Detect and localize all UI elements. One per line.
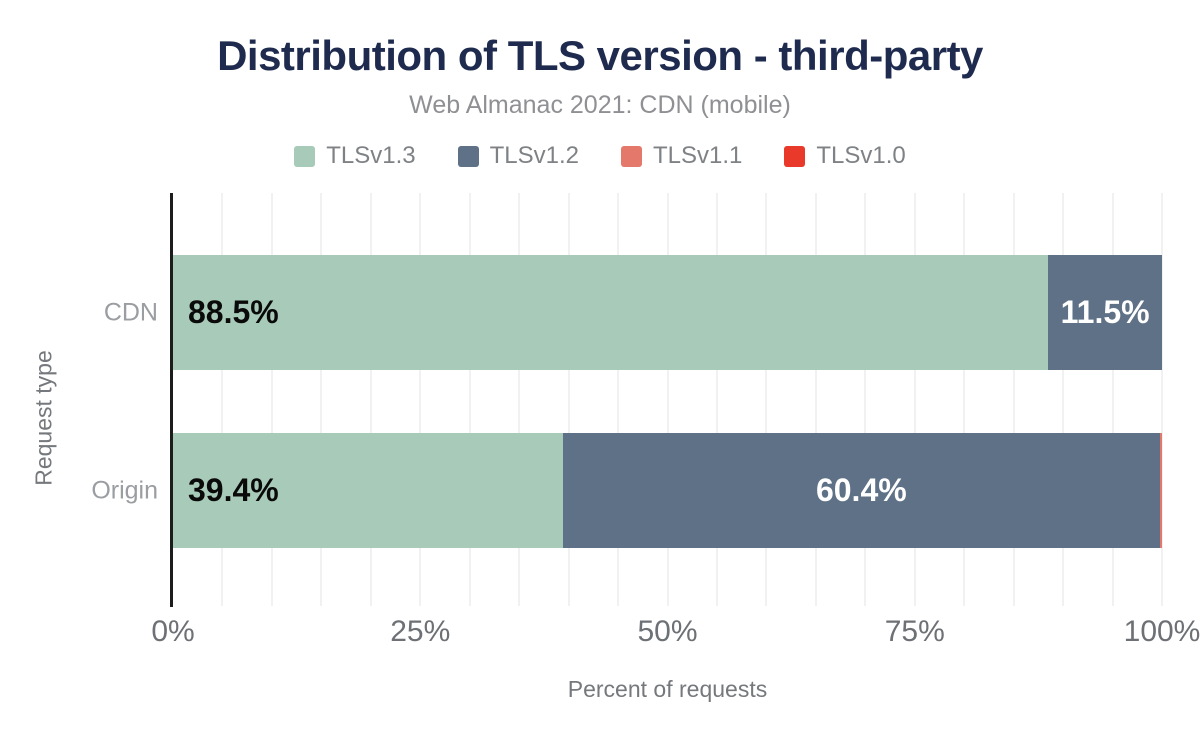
x-tick-label-75: 75% [884,615,945,648]
legend-label: TLSv1.0 [816,142,906,169]
chart-subtitle: Web Almanac 2021: CDN (mobile) [409,91,791,119]
value-label: 60.4% [815,472,907,508]
legend-label: TLSv1.2 [489,142,579,169]
gridline-95 [1111,193,1114,606]
bar-segment-cdn-tlsv1.2[interactable]: 11.5% [1048,255,1162,370]
gridline-25 [419,193,422,606]
gridline-10 [270,193,273,606]
bar-row-cdn: 88.5% 11.5% [173,255,1162,370]
plot-area: 88.5% 11.5% 39.4% 60.4% [173,193,1163,606]
gridline-60 [765,193,768,606]
legend: TLSv1.3 TLSv1.2 TLSv1.1 TLSv1.0 [0,142,1200,170]
gridline-30 [468,193,471,606]
bar-segment-origin-tlsv1.2[interactable]: 60.4% [562,433,1160,548]
gridline-75 [913,193,916,606]
gridline-5 [221,193,224,606]
value-label: 39.4% [188,472,279,508]
y-axis-title: Request type [30,350,57,486]
bar-segment-cdn-tlsv1.3[interactable]: 88.5% [173,255,1049,370]
legend-label: TLSv1.1 [653,142,743,169]
value-label: 88.5% [188,294,279,330]
legend-item-tlsv1.3: TLSv1.3 [294,142,416,170]
gridline-85 [1012,193,1015,606]
bar-segment-origin-tlsv1.1[interactable] [1160,433,1162,548]
gridline-20 [369,193,372,606]
gridline-40 [567,193,570,606]
bar-segment-origin-tlsv1.3[interactable]: 39.4% [173,433,563,548]
y-axis-line [170,193,173,607]
gridline-50 [666,193,669,606]
gridline-35 [518,193,521,606]
gridline-15 [320,193,323,606]
gridline-55 [715,193,718,606]
legend-swatch-tlsv1.2 [457,145,479,167]
value-label: 11.5% [1060,294,1150,330]
x-tick-label-50: 50% [637,615,698,648]
gridline-65 [814,193,817,606]
category-label-origin: Origin [91,476,158,504]
category-label-cdn: CDN [103,298,158,326]
gridline-100 [1161,193,1163,606]
legend-label: TLSv1.3 [326,142,416,169]
gridline-80 [963,193,966,606]
legend-swatch-tlsv1.1 [621,145,642,167]
x-tick-label-100: 100% [1123,615,1200,648]
legend-item-tlsv1.1: TLSv1.1 [621,142,742,170]
x-tick-label-0: 0% [151,615,195,648]
bar-row-origin: 39.4% 60.4% [173,433,1162,548]
legend-swatch-tlsv1.0 [784,145,806,167]
legend-item-tlsv1.0: TLSv1.0 [784,142,906,170]
x-axis-ticks: 0% 25% 50% 75% 100% [151,615,1200,651]
gridline-90 [1062,193,1065,606]
x-tick-label-25: 25% [390,615,451,648]
chart-title: Distribution of TLS version - third-part… [217,32,983,79]
x-axis-title: Percent of requests [567,676,768,702]
legend-item-tlsv1.2: TLSv1.2 [457,142,579,170]
gridline-70 [864,193,867,606]
gridline-45 [617,193,620,606]
legend-swatch-tlsv1.3 [294,145,316,167]
